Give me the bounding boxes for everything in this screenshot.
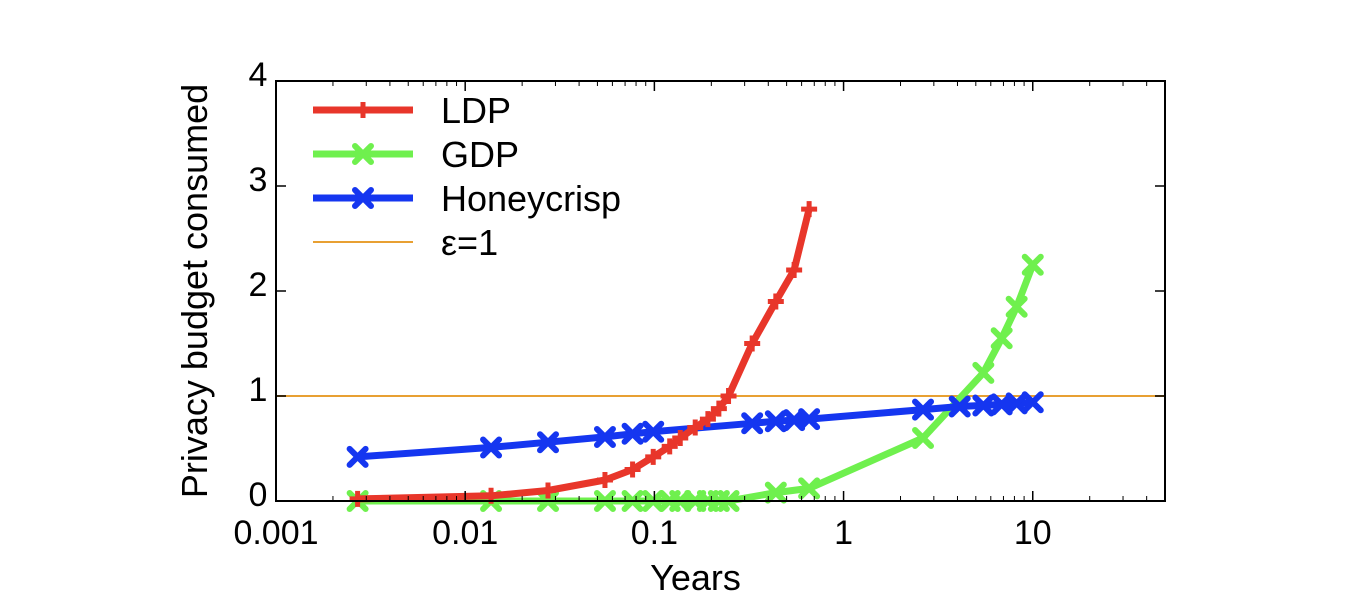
- legend-label: Honeycrisp: [441, 178, 621, 219]
- series-line-gdp: [354, 261, 1037, 505]
- series-ldp: [349, 201, 818, 507]
- data-point: [352, 143, 374, 165]
- data-point: [764, 410, 787, 433]
- data-point: [741, 412, 764, 435]
- data-point: [798, 408, 821, 431]
- legend-label: GDP: [441, 134, 519, 175]
- axis-ticks: [275, 80, 1165, 502]
- data-point: [699, 411, 716, 428]
- data-point: [624, 461, 641, 478]
- data-point: [767, 293, 784, 310]
- data-point: [352, 187, 374, 209]
- data-point: [710, 400, 727, 417]
- data-point: [720, 388, 737, 404]
- data-point: [540, 482, 557, 499]
- data-point: [1021, 253, 1044, 276]
- data-point: [621, 422, 644, 445]
- y-tick-label: 3: [249, 161, 268, 199]
- data-point: [912, 427, 935, 449]
- x-tick-label: 1: [834, 514, 853, 552]
- data-point: [349, 490, 366, 507]
- plot-frame: [275, 80, 1166, 502]
- y-tick-label: 4: [249, 56, 268, 94]
- data-point: [355, 102, 371, 118]
- y-tick-label: 2: [249, 266, 268, 304]
- data-point: [672, 430, 689, 446]
- series-line-honeycrisp: [354, 398, 1037, 461]
- data-point: [972, 361, 995, 384]
- y-tick-label: 1: [249, 371, 268, 409]
- tick-labels: 0.001 0.01 0.1 1 10 0 1 2 3 4: [233, 56, 1051, 552]
- data-point: [687, 419, 704, 436]
- data-point: [990, 327, 1013, 350]
- legend-label: ε=1: [441, 222, 498, 263]
- x-tick-label: 0.1: [631, 514, 678, 552]
- data-point: [764, 481, 787, 504]
- legend-entry: Honeycrisp: [313, 178, 621, 219]
- data-point: [593, 425, 616, 448]
- data-point: [480, 436, 503, 459]
- data-point: [972, 394, 995, 417]
- data-point: [786, 262, 803, 278]
- data-point: [596, 472, 613, 488]
- data-point: [537, 431, 560, 454]
- x-axis-title: Years: [650, 557, 741, 598]
- data-point: [645, 448, 662, 465]
- data-point: [798, 477, 821, 500]
- data-point: [642, 420, 665, 443]
- data-point: [948, 395, 971, 418]
- legend-entry: LDP: [313, 90, 511, 131]
- x-tick-label: 0.001: [233, 514, 318, 552]
- data-point: [661, 438, 678, 455]
- series-line-ldp: [354, 205, 813, 503]
- y-tick-label: 0: [249, 476, 268, 514]
- series-honeycrisp: [346, 391, 1044, 468]
- data-point: [801, 201, 818, 218]
- x-tick-label: 0.01: [432, 514, 498, 552]
- data-point: [1005, 295, 1028, 318]
- x-tick-label: 10: [1014, 514, 1052, 552]
- data-point: [346, 445, 369, 468]
- y-axis-title: Privacy budget consumed: [174, 84, 215, 498]
- data-point: [912, 398, 935, 421]
- series-gdp: [346, 253, 1044, 512]
- legend-label: LDP: [441, 90, 511, 131]
- legend-entry: GDP: [313, 134, 519, 175]
- data-point: [1005, 392, 1028, 415]
- legend-entry: ε=1: [313, 222, 498, 263]
- data-point: [744, 335, 761, 352]
- data-point: [1021, 391, 1044, 414]
